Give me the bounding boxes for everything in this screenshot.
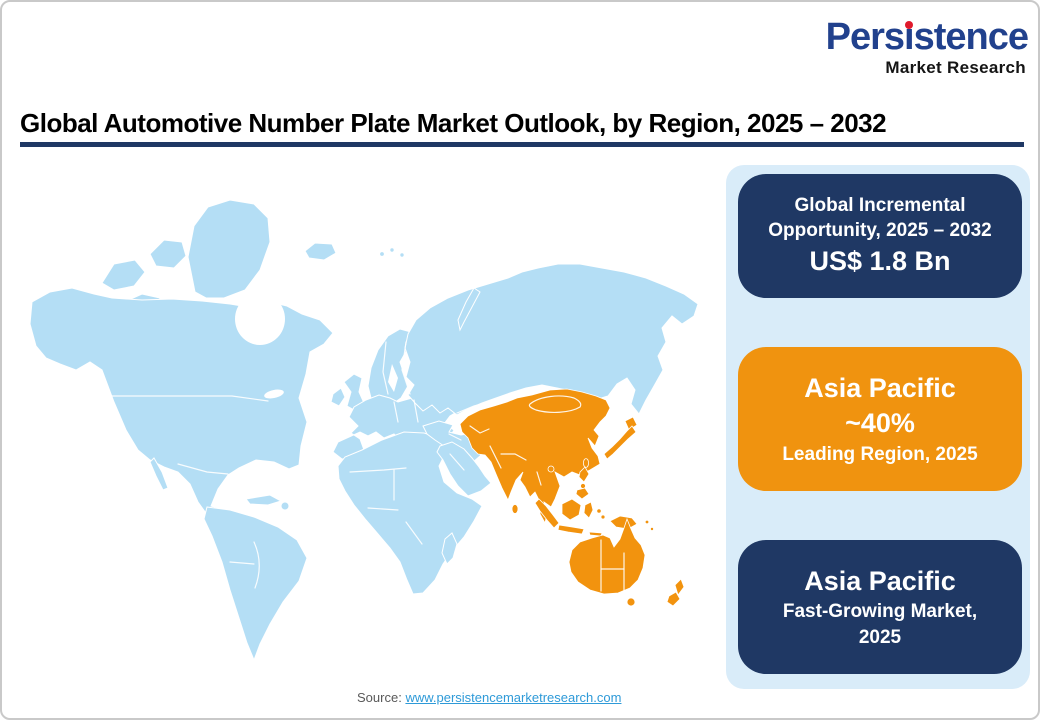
stats-panel: Global Incremental Opportunity, 2025 – 2… [726,165,1030,689]
map-taiwan [583,458,590,468]
map-border-brazil [253,541,260,589]
map-border-africa-se [405,521,423,545]
map-border-sahara [349,467,407,473]
title-underline [20,142,1024,147]
map-border-himalaya [500,453,527,461]
leading-region-card: Asia Pacific ~40% Leading Region, 2025 [738,347,1022,491]
logo-red-dot-icon [904,21,913,29]
map-new-zealand-south [666,591,681,607]
map-moluccas-2 [600,514,606,520]
page-title: Global Automotive Number Plate Market Ou… [20,108,887,138]
source-line: Source: www.persistencemarketresearch.co… [357,690,621,705]
map-border-samerica [229,561,255,565]
fast-growing-caption-2: 2025 [858,626,902,648]
fast-growing-title: Asia Pacific [804,566,956,597]
logo-brand-post: stence [913,16,1029,58]
map-philippines-luzon [578,466,590,483]
map-south-america [203,506,308,662]
map-new-guinea [609,515,638,530]
map-border-saudi [449,453,465,471]
map-arabia [436,441,492,497]
logo-brand-pre: Pers [825,16,905,58]
map-japan-honshu [603,425,637,460]
pmr-logo: Persı stence Market Research [768,16,1029,77]
global-incremental-opportunity-card: Global Incremental Opportunity, 2025 – 2… [738,174,1022,298]
incremental-value: US$ 1.8 Bn [809,245,951,276]
map-java [557,524,585,535]
map-borneo [561,498,582,521]
map-border-us-mexico [177,463,229,475]
map-border-india-pakistan [489,445,502,469]
map-north-america [29,287,334,537]
map-svalbard-1 [379,251,385,257]
source-link[interactable]: www.persistencemarketresearch.com [405,690,622,705]
map-tasmania [626,597,636,607]
map-pacific-island-1 [644,519,650,525]
map-philippines-mindanao [575,487,590,500]
map-scandinavia [367,328,412,407]
map-border-russia-europe [401,341,411,395]
map-hispaniola [280,501,290,511]
logo-tagline: Market Research [885,58,1026,77]
map-border-africa-mid [367,507,399,511]
incremental-line-2: Opportunity, 2025 – 2032 [768,220,992,242]
leading-region-caption: Leading Region, 2025 [782,443,978,465]
map-ireland [330,387,346,407]
map-border-mongolia [528,395,582,413]
map-border-indochina [536,471,542,486]
map-australia [568,517,646,595]
map-svalbard-3 [399,252,405,258]
logo-dotted-i: ı [904,16,915,58]
map-border-europe-1 [393,401,399,423]
map-border-europe-2 [413,399,419,423]
map-sri-lanka [511,504,519,514]
map-hudson-bay [235,293,285,345]
map-arctic-island-2 [149,239,187,269]
logo-i-glyph: ı [904,16,915,58]
leading-region-share: ~40% [845,408,915,439]
map-sumatra [534,498,560,529]
fast-growing-caption-1: Fast-Growing Market, [782,601,978,623]
map-baja [149,457,169,491]
map-hainan [547,465,555,473]
map-border-us-canada [63,395,269,402]
map-asia-pacific-mainland [459,388,611,525]
map-sulawesi [583,501,594,519]
map-cuba [245,494,283,506]
map-novaya-zemlya [457,287,481,332]
map-madagascar [441,532,458,565]
map-japan-hokkaido [624,416,638,431]
map-great-lakes [264,389,284,399]
map-iceland [304,242,337,261]
map-gulf-of-bothnia [388,364,398,392]
map-pacific-island-2 [650,527,655,532]
map-border-central-asia [469,425,490,434]
leading-region-title: Asia Pacific [804,373,956,404]
map-border-russia-kazakh [456,398,509,414]
source-label: Source: [357,690,402,705]
map-greenland [187,199,271,299]
map-border-iran [448,433,462,441]
logo-brand-text: Persı stence [768,16,1029,58]
map-arctic-island-1 [101,259,146,291]
incremental-line-1: Global Incremental [794,195,966,217]
map-border-norway-sweden [382,341,389,395]
map-svalbard-2 [389,247,395,253]
map-russia [404,263,699,416]
map-new-zealand-north [674,578,685,596]
map-moluccas-1 [596,508,602,514]
fast-growing-market-card: Asia Pacific Fast-Growing Market, 2025 [738,540,1022,674]
